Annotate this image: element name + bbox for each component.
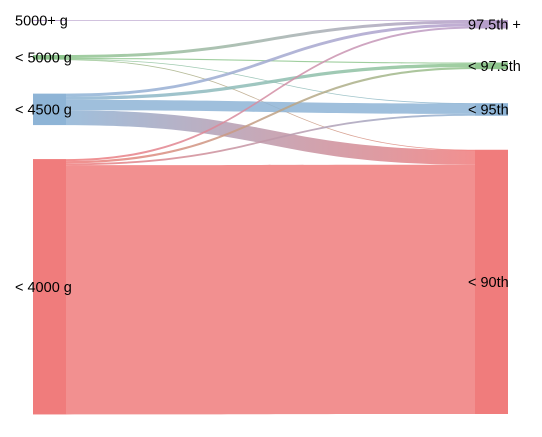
left-node-label: 5000+ g [15,14,68,30]
right-node-R95 [475,103,508,116]
left-node-label: < 4500 g [15,102,72,118]
link-L4000-R975 [66,66,475,164]
right-node-label: < 90th [468,275,509,291]
right-node-R975p [475,20,508,29]
right-node-label: < 97.5th [468,59,521,75]
link-L4000-R95 [66,113,475,166]
right-node-R975 [475,62,508,70]
right-node-R90 [475,149,508,414]
link-L4500-R975 [66,63,475,100]
sankey-nodes [33,20,508,415]
sankey-labels: 5000+ g < 5000 g < 4500 g < 4000 g 97.5th + <… [15,14,521,296]
left-node-L4000 [33,159,66,415]
sankey-links [66,20,475,415]
link-L4500-R90 [66,110,475,165]
left-node-label: < 5000 g [15,50,72,66]
left-node-L4500 [33,93,66,126]
link-L4000-R975p [66,26,475,162]
link-L5000p-R975p [66,20,475,21]
link-L4500-R95 [66,99,475,114]
right-node-label: 97.5th + [468,17,521,33]
link-L4000-R90 [66,164,475,415]
left-node-L5000p [33,20,66,21]
link-L4500-R975p [66,23,475,97]
left-node-L5000 [33,55,66,60]
link-L5000-R975p [66,20,475,58]
left-node-label: < 4000 g [15,280,72,296]
right-node-label: < 95th [468,102,509,118]
